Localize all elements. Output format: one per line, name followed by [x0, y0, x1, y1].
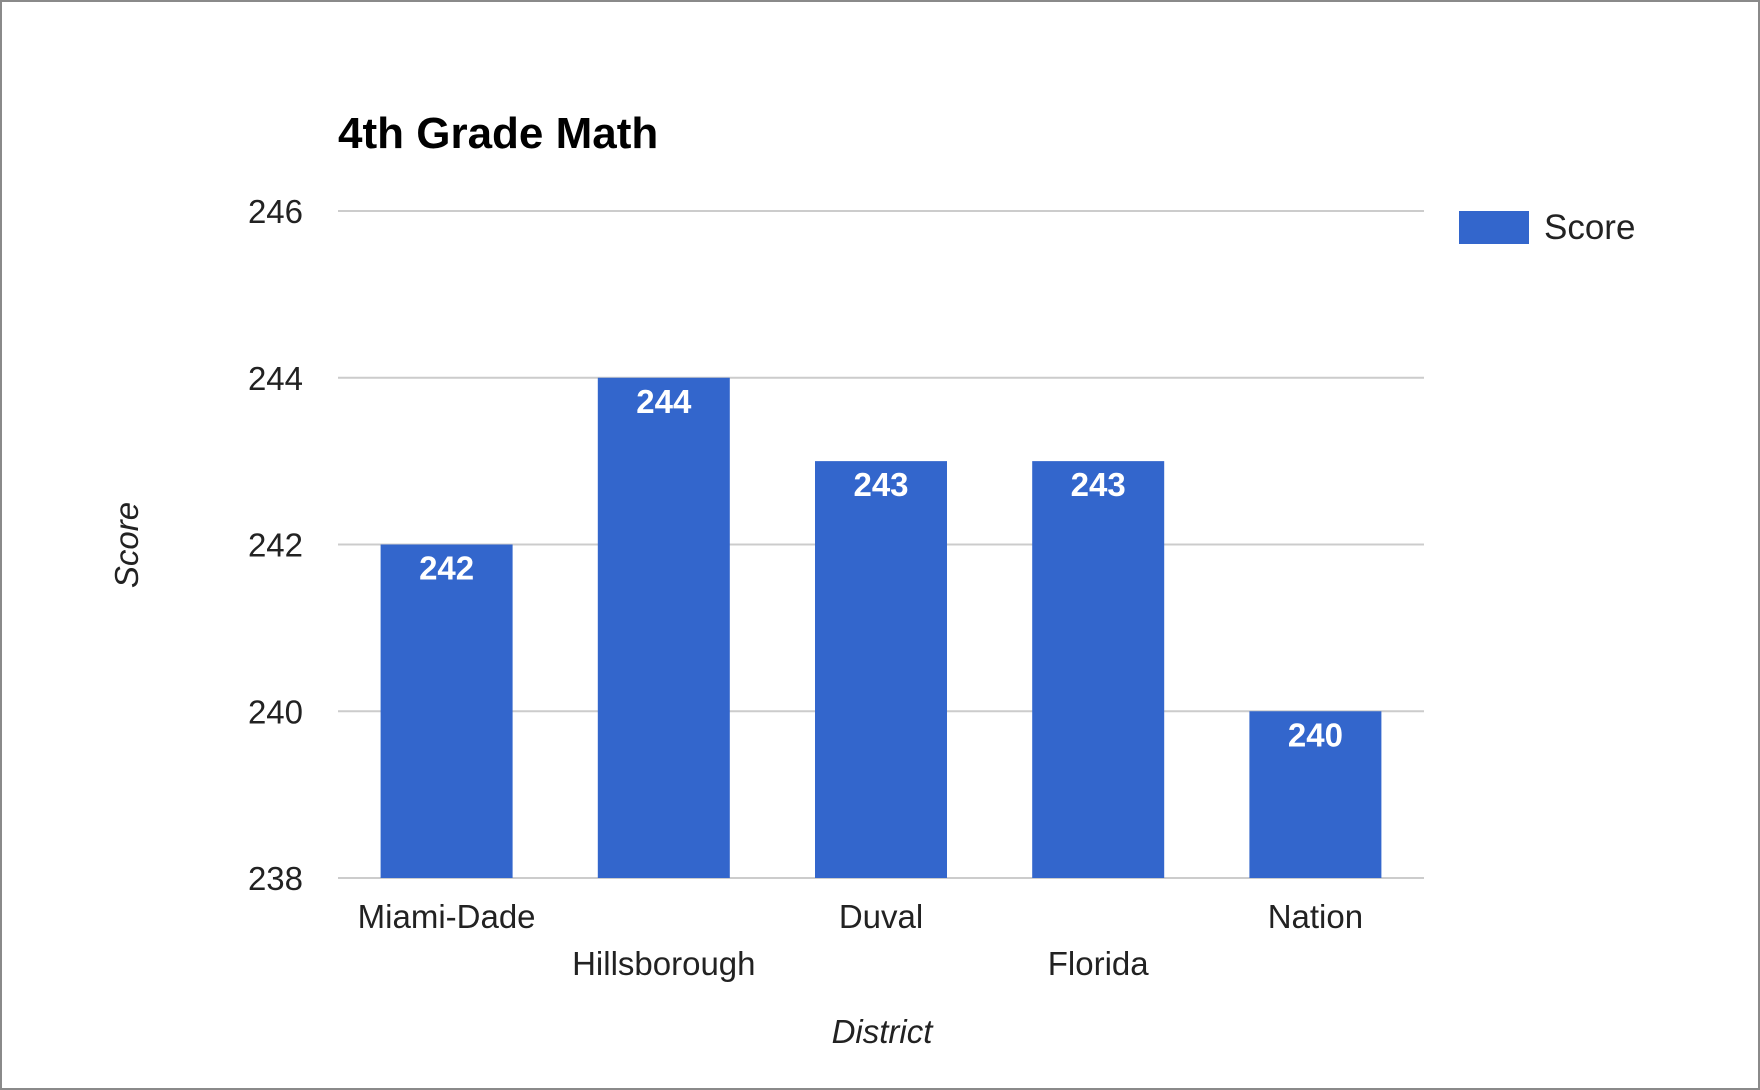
bar: [815, 461, 947, 878]
x-category-label: Miami-Dade: [358, 898, 536, 935]
y-axis-title: Score: [108, 502, 145, 588]
legend: Score: [1459, 208, 1635, 247]
y-tick-label: 238: [248, 860, 303, 897]
x-category-label: Duval: [839, 898, 923, 935]
y-axis-ticks: 238 240 242 244 246: [248, 193, 303, 897]
bar: [1249, 711, 1382, 878]
x-category-label: Florida: [1048, 945, 1150, 982]
y-tick-label: 242: [248, 527, 303, 564]
bar-value-label: 243: [853, 466, 908, 503]
legend-label: Score: [1544, 208, 1635, 247]
data-labels: 242 244 243 243 240: [419, 383, 1343, 754]
x-category-label: Hillsborough: [572, 945, 755, 982]
x-axis-categories: Miami-Dade Hillsborough Duval Florida Nation: [358, 898, 1363, 982]
bar-value-label: 242: [419, 550, 474, 587]
bar-value-label: 240: [1288, 716, 1343, 753]
bar: [1032, 461, 1165, 878]
legend-swatch: [1459, 211, 1529, 244]
bar-value-label: 243: [1071, 466, 1126, 503]
bar-value-label: 244: [636, 383, 692, 420]
bar: [380, 544, 513, 878]
y-tick-label: 244: [248, 360, 303, 397]
chart-title: 4th Grade Math: [338, 109, 658, 158]
y-tick-label: 240: [248, 693, 303, 730]
bar: [597, 377, 730, 878]
y-tick-label: 246: [248, 193, 303, 230]
x-category-label: Nation: [1268, 898, 1363, 935]
bars: [380, 377, 1382, 878]
x-axis-title: District: [832, 1013, 935, 1050]
